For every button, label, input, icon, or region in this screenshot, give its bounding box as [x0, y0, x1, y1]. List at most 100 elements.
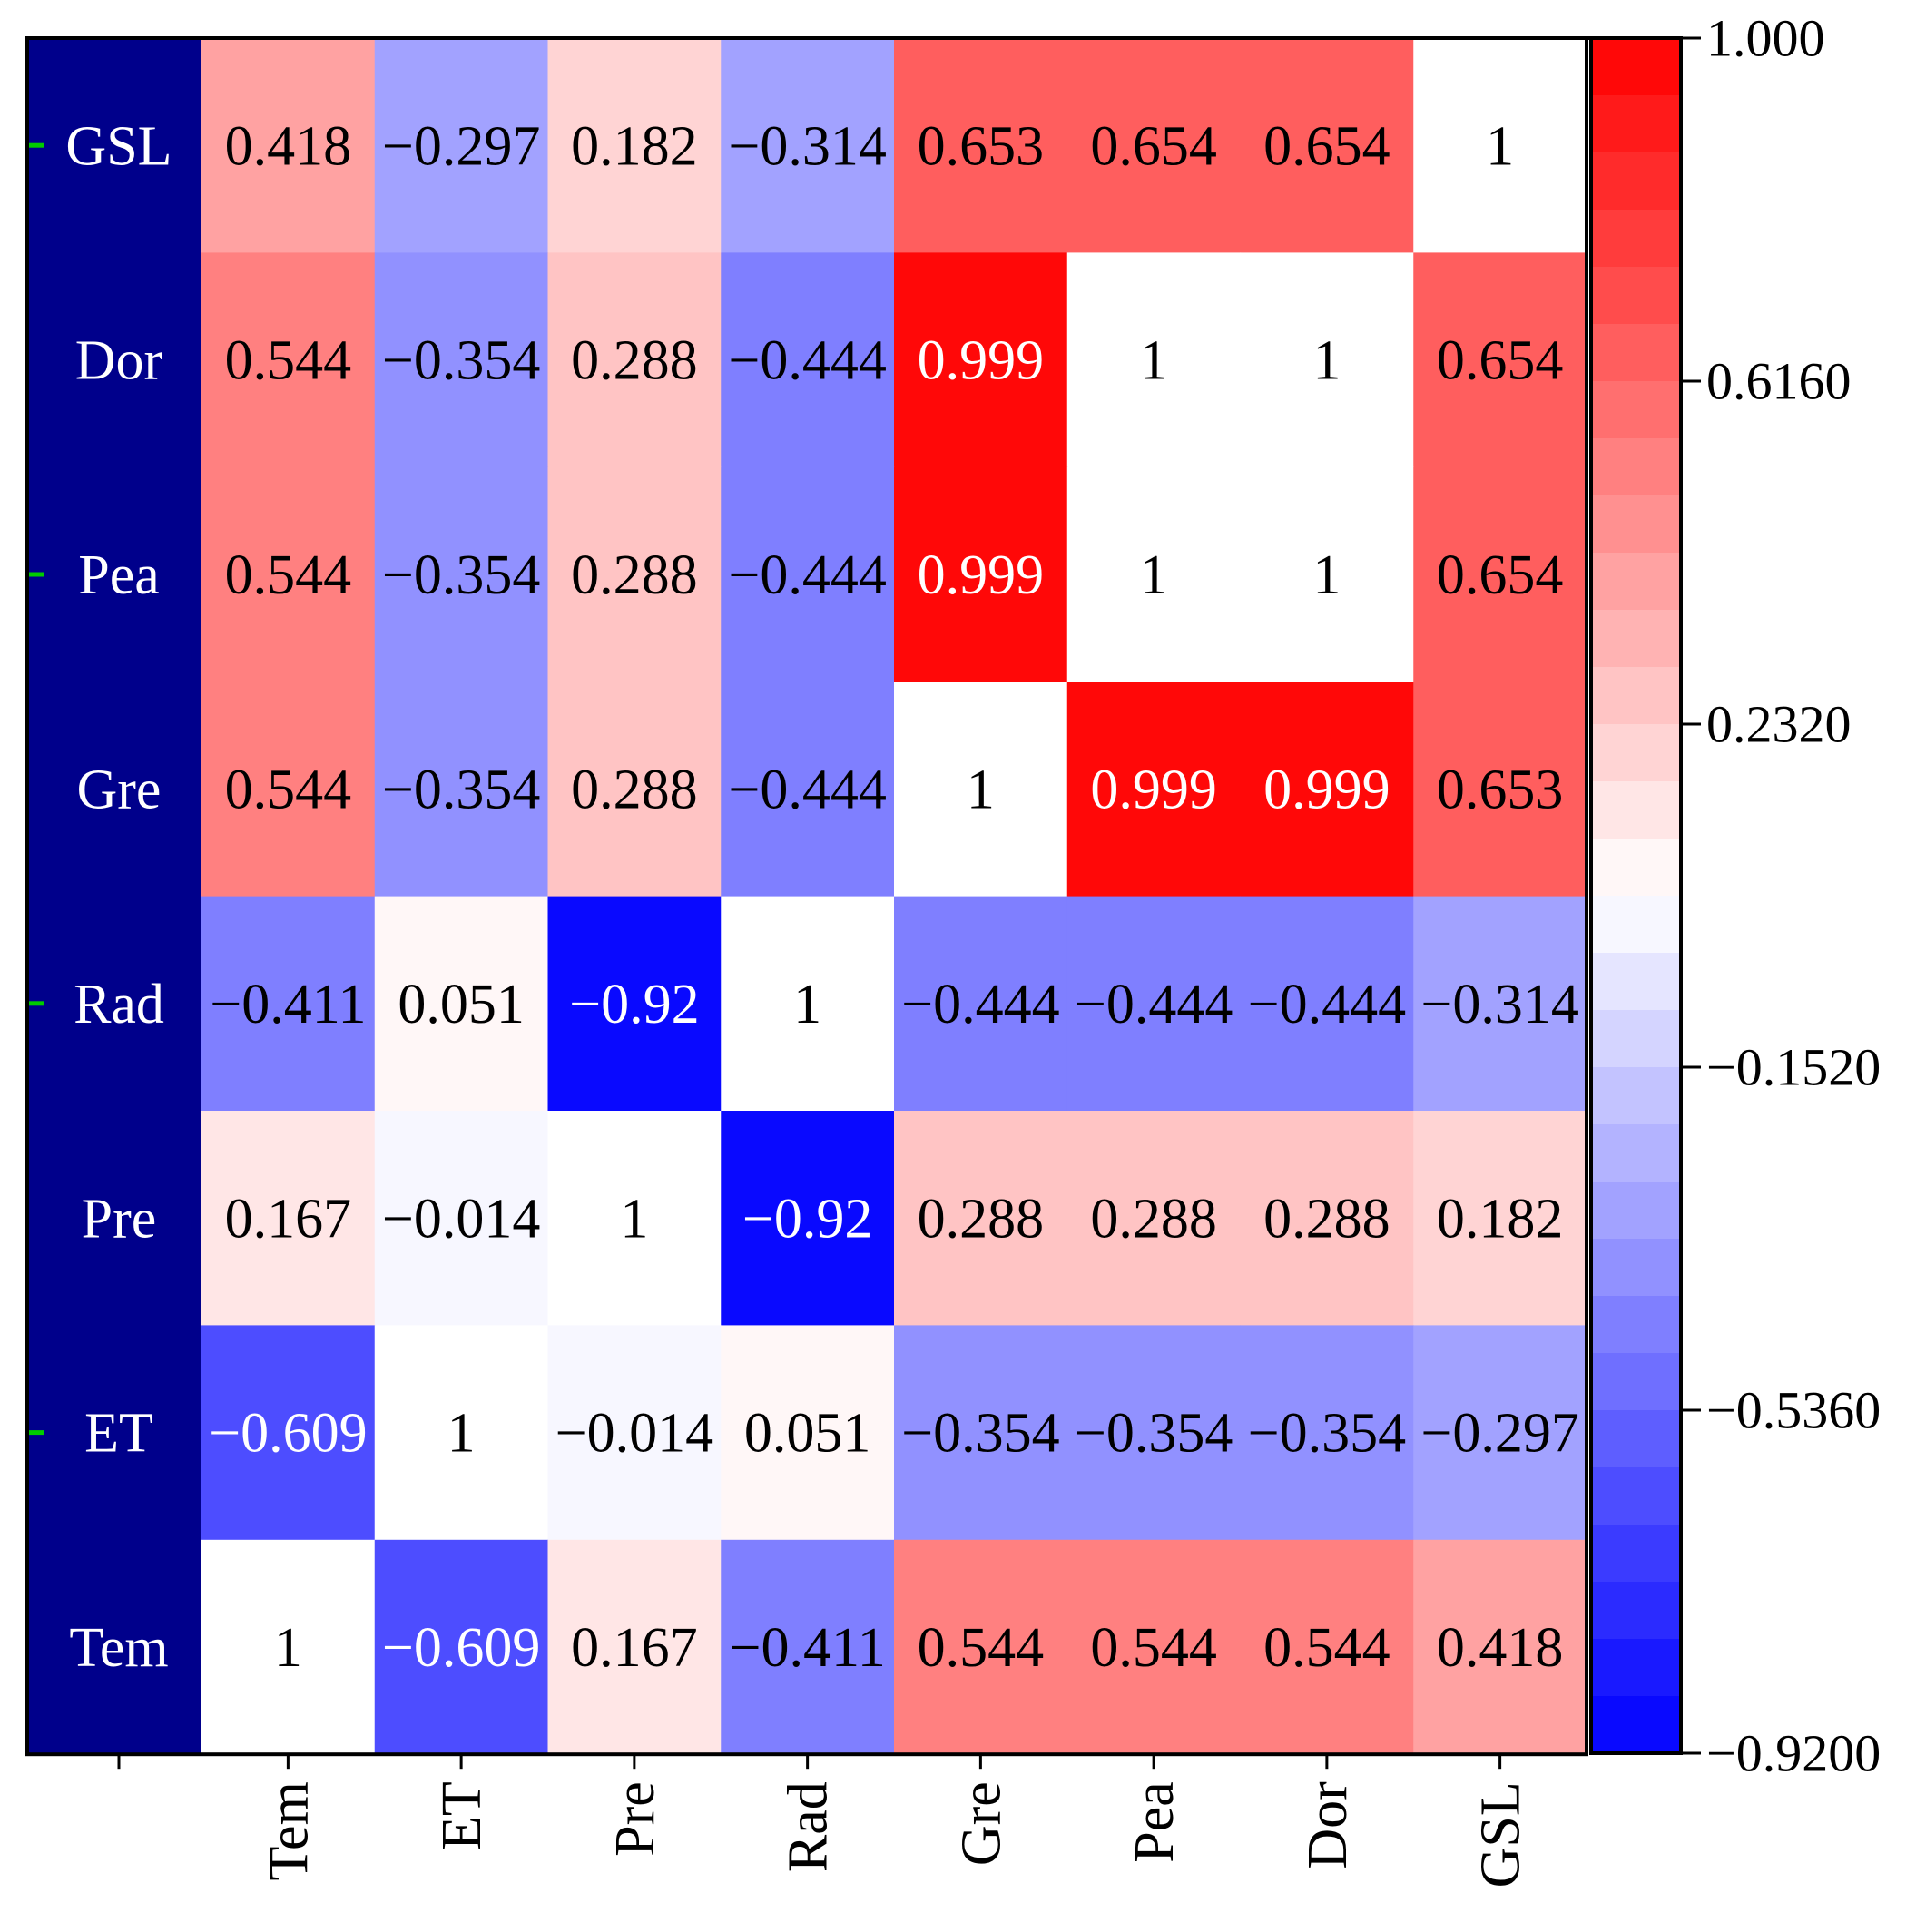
cell-value-label: 0.999	[1090, 759, 1217, 820]
heatmap-cell	[1066, 252, 1242, 468]
heatmap-cell	[201, 252, 376, 468]
cell-value-label: 0.999	[918, 330, 1045, 392]
colorbar-segment	[1591, 781, 1681, 839]
colorbar-segment	[1591, 267, 1681, 325]
cell-value-label: −0.444	[728, 544, 886, 606]
cell-value-label: 1	[1312, 330, 1341, 392]
colorbar-segment	[1591, 152, 1681, 211]
row-labels: GSL Dor Pea Gre Rad Pre ET Tem	[29, 115, 172, 1679]
heatmap-cells: 0.418 −0.297 0.182 −0.314 0.653 0.654 0.654 1 0.…	[201, 38, 1587, 1755]
heatmap-cell	[374, 1325, 549, 1541]
cell-value-label: 0.418	[1437, 1617, 1564, 1679]
cell-value-label: −0.014	[555, 1403, 713, 1465]
row-label: Dor	[75, 330, 163, 392]
heatmap-cell	[1240, 896, 1414, 1112]
heatmap-cell	[201, 466, 376, 682]
colorbar-segment	[1591, 438, 1681, 496]
heatmap-cell	[374, 896, 549, 1112]
heatmap-cell	[1413, 1325, 1587, 1541]
heatmap-cell	[1240, 252, 1414, 468]
colorbar-border	[1589, 36, 1683, 1755]
heatmap-cell	[374, 1111, 549, 1326]
heatmap-cell	[721, 252, 895, 468]
heatmap-cell	[894, 466, 1068, 682]
heatmap-cell	[547, 896, 722, 1112]
cell-value-label: −0.92	[569, 974, 699, 1035]
cell-value-label: 0.654	[1437, 544, 1564, 606]
colorbar-segment	[1591, 1696, 1681, 1754]
heatmap-cell	[1240, 682, 1414, 897]
heatmap-cell	[547, 466, 722, 682]
cell-value-label: −0.354	[382, 759, 540, 820]
row-label: Gre	[77, 759, 162, 820]
colorbar-segment	[1591, 1410, 1681, 1468]
colorbar-segment	[1591, 38, 1681, 96]
cell-value-label: 1	[1312, 544, 1341, 606]
cell-value-label: 0.544	[918, 1617, 1045, 1679]
cell-value-label: −0.92	[742, 1188, 872, 1250]
heatmap-cell	[894, 1539, 1068, 1755]
heatmap-cell	[1240, 38, 1414, 253]
row-label-band	[27, 38, 201, 1755]
colorbar-segment	[1591, 1010, 1681, 1068]
colorbar-segment	[1591, 1353, 1681, 1411]
cell-value-label: 0.288	[1263, 1188, 1390, 1250]
colorbar-segment	[1591, 667, 1681, 725]
colorbar-segment	[1591, 1067, 1681, 1125]
colorbar-tick-label: 0.6160	[1706, 352, 1852, 411]
heatmap-cell	[1066, 896, 1242, 1112]
heatmap-cell	[1066, 1111, 1242, 1326]
colorbar-tick-label: 0.2320	[1706, 695, 1852, 754]
cell-value-label: −0.444	[1248, 974, 1406, 1035]
cell-value-label: 0.654	[1437, 330, 1564, 392]
cell-value-label: 0.653	[918, 115, 1045, 177]
cell-value-label: 0.544	[1263, 1617, 1390, 1679]
column-label: Rad	[778, 1781, 840, 1872]
cell-value-label: 0.288	[571, 759, 698, 820]
row-label: Tem	[69, 1617, 168, 1679]
cell-value-label: 0.544	[1090, 1617, 1217, 1679]
colorbar-segment	[1591, 839, 1681, 897]
heatmap-cell	[1066, 1539, 1242, 1755]
plot-frame	[25, 36, 1591, 1757]
heatmap-cell	[1413, 682, 1587, 897]
heatmap-cell	[1066, 682, 1242, 897]
heatmap-cell	[374, 252, 549, 468]
heatmap-cell	[721, 682, 895, 897]
cell-value-label: −0.444	[901, 974, 1059, 1035]
cell-value-label: 1	[274, 1617, 302, 1679]
cell-value-label: −0.014	[382, 1188, 540, 1250]
cell-value-label: 0.418	[225, 115, 352, 177]
colorbar-segment	[1591, 1296, 1681, 1354]
heatmap-cell	[374, 466, 549, 682]
colorbar-tick-label: −0.9200	[1706, 1724, 1881, 1783]
colorbar-segment	[1591, 1639, 1681, 1697]
heatmap-cell	[1066, 1325, 1242, 1541]
heatmap-cell	[1413, 466, 1587, 682]
cell-value-label: −0.444	[1075, 974, 1233, 1035]
colorbar-segment	[1591, 610, 1681, 668]
heatmap-cell	[201, 1325, 376, 1541]
heatmap-cell	[547, 252, 722, 468]
column-label: GSL	[1470, 1781, 1532, 1888]
colorbar-segment	[1591, 1124, 1681, 1182]
cell-value-label: −0.411	[730, 1617, 886, 1679]
colorbar-segment	[1591, 381, 1681, 439]
heatmap-cell	[547, 38, 722, 253]
cell-value-label: −0.444	[728, 330, 886, 392]
heatmap-cell	[1413, 896, 1587, 1112]
cell-value-label: 0.182	[1437, 1188, 1564, 1250]
colorbar-segment	[1591, 953, 1681, 1011]
cell-value-label: 0.544	[225, 759, 352, 820]
cell-value-label: 0.544	[225, 330, 352, 392]
colorbar-segment	[1591, 324, 1681, 382]
colorbar-segment	[1591, 210, 1681, 268]
heatmap-cell	[721, 466, 895, 682]
cell-value-label: 0.653	[1437, 759, 1564, 820]
label-band-background	[27, 38, 201, 1755]
column-label: Pre	[604, 1781, 666, 1857]
cell-value-label: 1	[1486, 115, 1514, 177]
cell-value-label: 0.167	[571, 1617, 698, 1679]
cell-value-label: −0.444	[728, 759, 886, 820]
